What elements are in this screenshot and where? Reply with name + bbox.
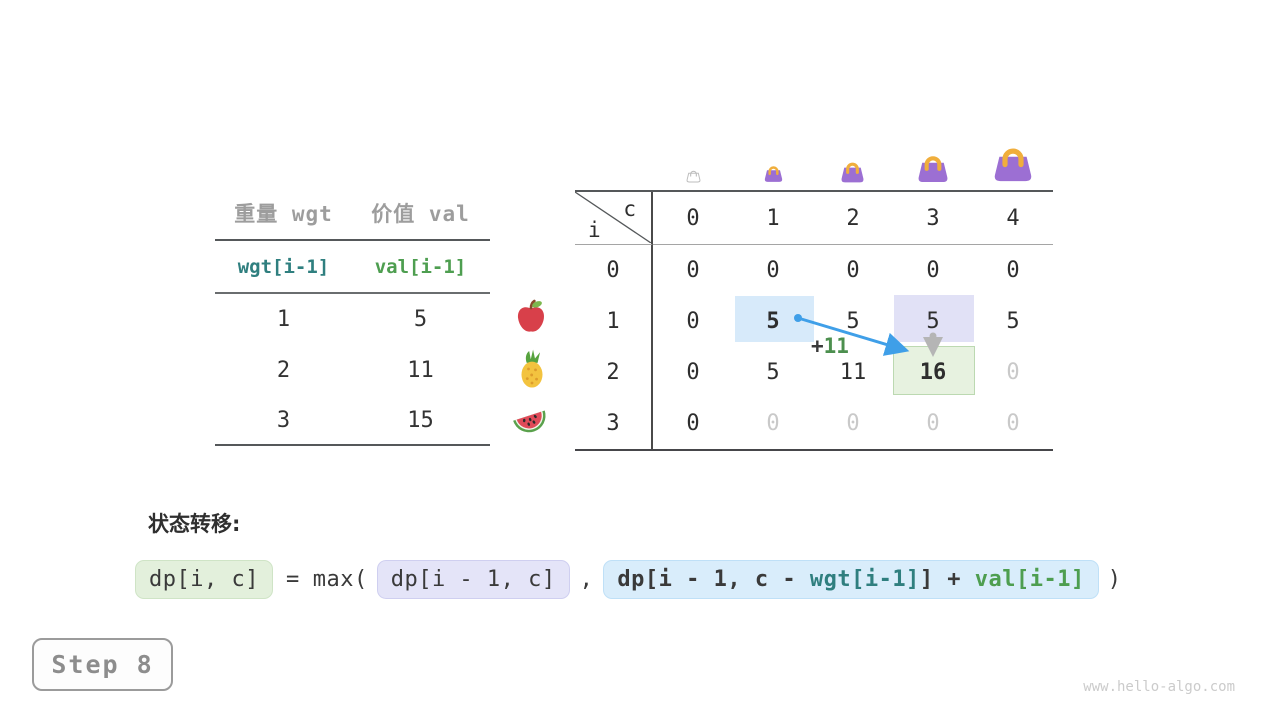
item-row: 2 11 [215, 358, 490, 383]
max-open: max( [312, 567, 368, 592]
dp-cell: 0 [766, 411, 780, 436]
dp-cell: 0 [686, 411, 700, 436]
dp-cell: 5 [1006, 309, 1020, 334]
arg2-prefix: dp[i - 1, c - [617, 567, 810, 592]
dp-cell: 0 [926, 411, 940, 436]
arg2-mid: ] + [919, 567, 975, 592]
dp-cell: 0 [1006, 360, 1020, 385]
transition-formula: dp[i, c] = max( dp[i - 1, c] , dp[i - 1,… [135, 560, 1122, 599]
dp-row-label: 0 [575, 245, 653, 296]
dp-col-header: 3 [893, 192, 973, 245]
dp-col-header: 4 [973, 192, 1053, 245]
formula-lhs: dp[i, c] [135, 560, 273, 599]
bag-medium-icon [838, 157, 867, 188]
dp-cell-above: 5 [926, 309, 940, 334]
add-value-annotation: +11 [811, 334, 849, 358]
item-row: 1 5 [215, 307, 490, 332]
dp-col-header: 0 [653, 192, 733, 245]
dp-cell: 0 [1006, 411, 1020, 436]
item-row: 3 15 [215, 408, 490, 433]
pineapple-icon [511, 348, 553, 390]
step-badge-label: Step 8 [51, 650, 154, 679]
dp-table: c i 0 1 2 3 4 0 0 0 0 0 0 1 0 5 5 5 5 2 … [575, 190, 1053, 451]
dp-cell: 0 [686, 258, 700, 283]
dp-corner-cell: c i [575, 192, 653, 245]
dp-row-label: 3 [575, 398, 653, 449]
items-table-var-row: wgt[i-1] val[i-1] [215, 256, 490, 278]
dp-cell-source: 5 [766, 309, 780, 334]
dp-cell: 0 [846, 258, 860, 283]
close-paren: ) [1107, 567, 1122, 592]
comma: , [579, 567, 594, 592]
formula-arg1: dp[i - 1, c] [376, 560, 570, 599]
apple-icon [510, 296, 552, 338]
var-val: val[i-1] [374, 256, 467, 278]
row-variable: i [588, 218, 601, 242]
watermelon-icon [509, 398, 551, 440]
column-header-weight: 重量 wgt [234, 202, 333, 226]
item-weight: 1 [276, 307, 291, 332]
step-badge[interactable]: Step 8 [32, 638, 173, 691]
item-value: 11 [407, 358, 434, 383]
bag-large-icon [914, 149, 952, 188]
bag-small-icon [762, 162, 785, 187]
column-header-value: 价值 val [371, 202, 470, 226]
items-table: 重量 wgt 价值 val wgt[i-1] val[i-1] 1 5 2 11… [215, 190, 490, 452]
dp-cell: 0 [686, 309, 700, 334]
var-wgt: wgt[i-1] [237, 256, 330, 278]
divider [215, 444, 490, 446]
items-table-header-row: 重量 wgt 价值 val [215, 198, 490, 228]
dp-row-label: 1 [575, 296, 653, 347]
item-value: 5 [413, 307, 428, 332]
dp-cell: 0 [846, 411, 860, 436]
empty-bag-icon [685, 167, 702, 187]
dp-cell: 0 [686, 360, 700, 385]
item-weight: 3 [276, 408, 291, 433]
arg2-val-term: val[i-1] [974, 567, 1085, 592]
dp-row-label: 2 [575, 347, 653, 398]
dp-cell: 0 [766, 258, 780, 283]
arg2-wgt-term: wgt[i-1] [809, 567, 920, 592]
dp-col-header: 2 [813, 192, 893, 245]
dp-col-header: 1 [733, 192, 813, 245]
divider [215, 292, 490, 294]
dp-cell: 11 [839, 360, 867, 385]
dp-cell-current: 16 [919, 360, 947, 385]
item-value: 15 [407, 408, 434, 433]
watermark: www.hello-algo.com [1083, 679, 1235, 695]
col-variable: c [623, 197, 636, 221]
item-weight: 2 [276, 358, 291, 383]
dp-cell: 0 [926, 258, 940, 283]
added-value: 11 [823, 334, 849, 358]
dp-cell: 5 [766, 360, 780, 385]
plus-sign: + [811, 334, 824, 358]
formula-arg2: dp[i - 1, c - wgt[i-1]] + val[i-1] [603, 560, 1099, 599]
bag-xlarge-icon [989, 139, 1037, 188]
transition-heading: 状态转移: [148, 512, 241, 536]
diagonal-divider [575, 192, 651, 243]
equals-sign: = [285, 567, 300, 592]
dp-cell: 0 [1006, 258, 1020, 283]
divider [215, 239, 490, 241]
